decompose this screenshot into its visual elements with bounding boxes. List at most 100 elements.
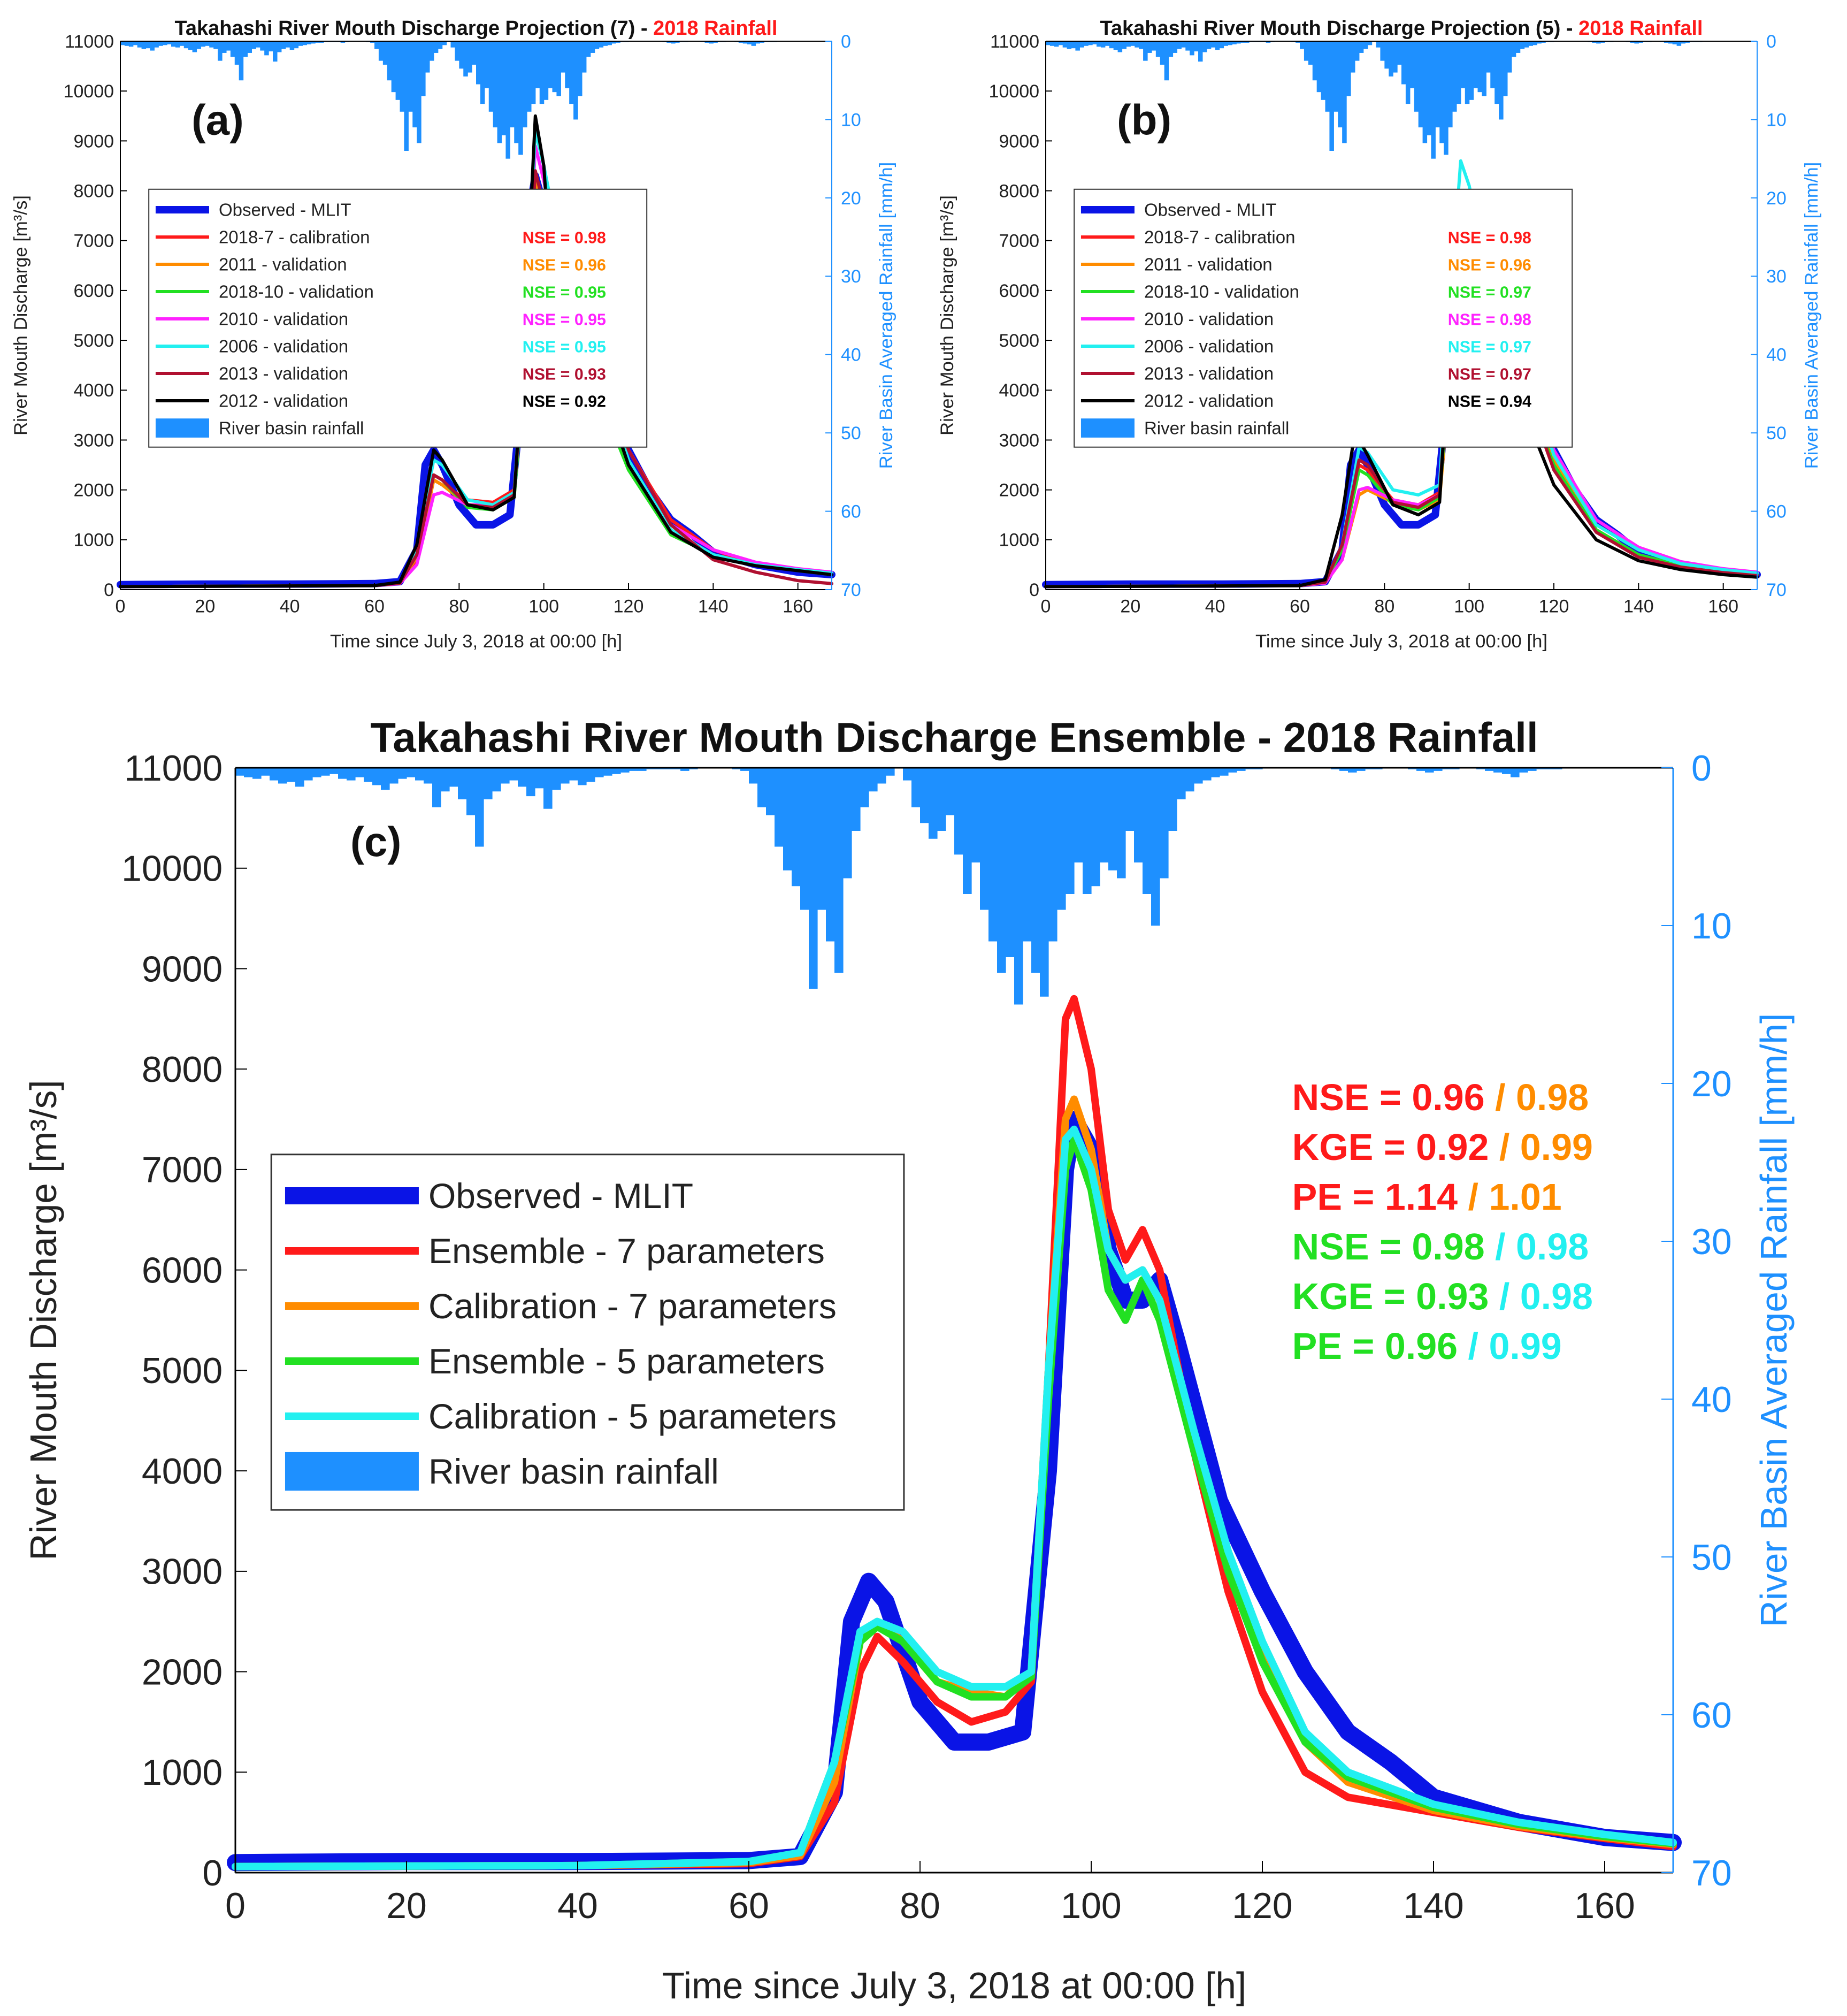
legend-box [1074,188,1573,448]
rainfall-bar [312,768,321,777]
rainfall-bar [1237,768,1246,771]
rainfall-bar [1634,41,1639,44]
legend-entry: River basin rainfall [219,418,364,438]
rainfall-bar [378,41,384,61]
y2-tick-label: 60 [1766,501,1787,522]
y-tick-label: 4000 [142,1451,223,1492]
rainfall-bar [1031,768,1040,973]
rainfall-bar [476,41,481,85]
rainfall-bar [980,768,989,910]
rainfall-bar [638,768,647,771]
rainfall-bar [412,41,417,128]
rainfall-bar [124,41,129,46]
rainfall-bar [1091,768,1100,887]
rainfall-bar [294,41,299,49]
rainfall-bar [1448,41,1453,128]
legend-entry: 2011 - validation [1144,255,1273,274]
x-tick-label: 0 [225,1885,246,1926]
rainfall-bar [1346,41,1351,96]
rainfall-bar [1685,41,1690,43]
rainfall-bar [319,41,324,43]
legend-entry: 2010 - validation [219,309,348,329]
rainfall-bar [1058,41,1063,45]
rainfall-bar [988,768,998,942]
rainfall-bar [1097,41,1101,47]
rainfall-bar [1434,768,1443,771]
rainfall-bar [1168,41,1174,57]
rainfall-bar [1105,41,1110,46]
rainfall-bar [425,41,430,73]
rainfall-bar [539,41,545,104]
x-tick-label: 20 [1120,597,1140,617]
y-axis-label: River Mouth Discharge [m³/s] [22,1080,64,1560]
rainfall-bar [1160,768,1169,879]
legend-nse: NSE = 0.96 [523,257,606,274]
rainfall-bar [230,41,235,57]
y2-tick-label: 30 [1691,1221,1732,1262]
x-axis-label: Time since July 3, 2018 at 00:00 [h] [330,631,622,652]
rainfall-bar [1312,41,1317,81]
metrics-block: NSE = 0.96 / 0.98 KGE = 0.92 / 0.99 PE = 1… [1292,1076,1593,1367]
rainfall-bar [355,768,364,777]
chart-title: Takahashi River Mouth Discharge Projecti… [175,17,778,40]
rainfall-bar [747,41,752,44]
legend-entry: Calibration - 7 parameters [428,1286,837,1326]
rainfall-bar [1401,41,1406,85]
x-axis-label: Time since July 3, 2018 at 00:00 [h] [662,1965,1246,2006]
rainfall-bar [389,768,398,784]
rainfall-bar [1228,41,1232,45]
legend-entry: River basin rainfall [428,1452,719,1491]
rainfall-bar [749,768,758,784]
rainfall-bar [295,768,304,787]
rainfall-bar [1228,768,1237,773]
rainfall-bar [1435,41,1440,128]
chart-title: Takahashi River Mouth Discharge Ensemble… [370,714,1538,761]
rainfall-bar [306,41,311,44]
chart-panel-b: 0 20 40 60 80 100 120 140 1600100020003000400050… [937,17,1822,652]
rainfall-bar [1339,768,1348,771]
rainfall-bar [603,768,612,776]
rainfall-bar [234,41,240,65]
y2-tick-label: 20 [1691,1064,1732,1104]
x-tick-label: 120 [1232,1885,1292,1926]
legend-nse: NSE = 0.96 [1448,257,1531,274]
rainfall-bar [675,41,680,43]
legend-rain-swatch [1080,418,1135,438]
rainfall-bar [1409,41,1415,88]
rainfall-bar [1155,41,1161,57]
rainfall-bar [1416,768,1426,771]
legend-nse: NSE = 0.98 [1448,311,1531,329]
legend-nse: NSE = 0.97 [1448,366,1531,384]
panel-label: (a) [191,96,244,143]
rainfall-bar [364,768,373,782]
rainfall-bar [1074,768,1083,862]
rainfall-bar [458,768,467,799]
rainfall-bar [497,41,502,143]
y2-tick-label: 60 [1691,1695,1732,1736]
rainfall-bar [1125,768,1135,831]
rainfall-bar [493,41,498,128]
y2-tick-label: 0 [1766,32,1776,52]
rainfall-bar [1524,41,1529,48]
rainfall-bar [1490,41,1495,88]
y-tick-label: 3000 [73,430,114,450]
rainfall-bar [1164,41,1169,81]
rainfall-bar [488,41,494,112]
chart-title: Takahashi River Mouth Discharge Projecti… [1100,17,1703,40]
y-tick-label: 1000 [73,530,114,551]
legend-entry: 2006 - validation [219,337,348,356]
y-tick-label: 2000 [142,1652,223,1692]
rainfall-bar [407,768,416,777]
rainfall-bar [1211,768,1220,777]
y2-tick-label: 30 [1766,266,1787,287]
rainfall-bar [141,41,147,49]
rainfall-bar [1456,41,1461,104]
rainfall-bar [1397,41,1402,65]
rainfall-bar [338,768,347,779]
x-tick-label: 60 [729,1885,769,1926]
legend-nse: NSE = 0.98 [523,230,606,247]
x-tick-label: 40 [557,1885,598,1926]
metric-line: NSE = 0.98 / 0.98 [1292,1226,1589,1267]
rainfall-bar [1664,41,1669,43]
rainfall-bar [1215,41,1220,50]
